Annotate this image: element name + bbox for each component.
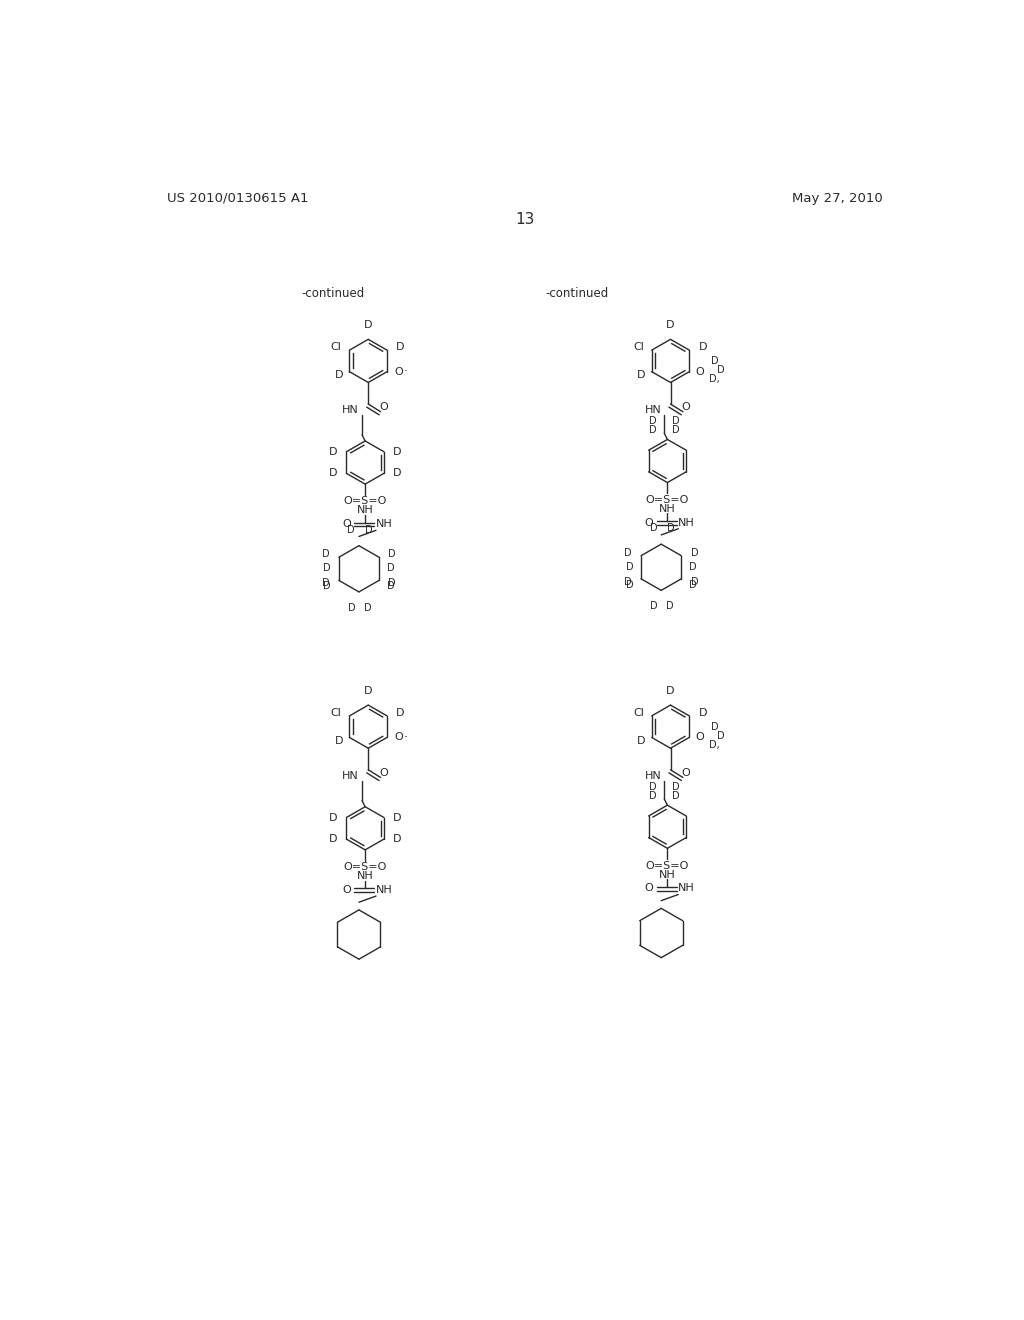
Text: D: D [329, 813, 337, 822]
Text: ·: · [404, 731, 409, 744]
Text: D: D [649, 781, 656, 792]
Text: D: D [324, 564, 331, 573]
Text: D: D [329, 446, 337, 457]
Text: NH: NH [678, 883, 695, 894]
Text: O: O [342, 884, 351, 895]
Text: D: D [626, 579, 633, 590]
Text: D: D [322, 578, 330, 589]
Text: D,: D, [710, 741, 720, 750]
Text: D: D [672, 416, 680, 426]
Text: D: D [672, 791, 680, 801]
Text: D: D [649, 416, 656, 426]
Text: D: D [668, 524, 675, 533]
Text: 13: 13 [515, 213, 535, 227]
Text: US 2010/0130615 A1: US 2010/0130615 A1 [167, 191, 308, 205]
Text: D: D [689, 579, 696, 590]
Text: O: O [379, 768, 388, 777]
Text: O: O [379, 403, 388, 412]
Text: D: D [637, 735, 645, 746]
Text: O=S=O: O=S=O [343, 496, 387, 507]
Text: Cl: Cl [331, 708, 342, 718]
Text: D: D [396, 342, 404, 352]
Text: D: D [672, 781, 680, 792]
Text: D: D [364, 603, 372, 612]
Text: D: D [348, 603, 356, 612]
Text: D: D [393, 469, 401, 478]
Text: O=S=O: O=S=O [646, 495, 689, 504]
Text: O: O [681, 768, 690, 777]
Text: D: D [690, 548, 698, 557]
Text: D: D [388, 578, 396, 589]
Text: D: D [324, 581, 331, 591]
Text: NH: NH [356, 871, 374, 880]
Text: D: D [322, 549, 330, 560]
Text: D: D [667, 686, 675, 696]
Text: D: D [667, 321, 675, 330]
Text: D: D [690, 577, 698, 587]
Text: D: D [649, 524, 657, 533]
Text: O: O [695, 367, 705, 376]
Text: NH: NH [678, 517, 695, 528]
Text: NH: NH [659, 870, 676, 879]
Text: D: D [387, 564, 394, 573]
Text: D: D [625, 577, 632, 587]
Text: D: D [672, 425, 680, 436]
Text: O: O [342, 519, 351, 529]
Text: D: D [364, 321, 373, 330]
Text: D: D [711, 356, 719, 366]
Text: NH: NH [659, 504, 676, 513]
Text: D: D [393, 834, 401, 843]
Text: D: D [649, 425, 656, 436]
Text: O: O [395, 367, 403, 376]
Text: D: D [329, 469, 337, 478]
Text: D: D [393, 813, 401, 822]
Text: D: D [387, 581, 394, 591]
Text: HN: HN [644, 405, 662, 416]
Text: NH: NH [376, 884, 393, 895]
Text: D: D [711, 722, 719, 731]
Text: NH: NH [376, 519, 393, 529]
Text: O: O [695, 733, 705, 742]
Text: D: D [637, 370, 645, 380]
Text: D: D [650, 601, 658, 611]
Text: May 27, 2010: May 27, 2010 [793, 191, 883, 205]
Text: -continued: -continued [546, 286, 609, 300]
Text: D: D [698, 342, 708, 352]
Text: Cl: Cl [633, 708, 644, 718]
Text: D: D [625, 548, 632, 557]
Text: ·: · [404, 366, 409, 379]
Text: D: D [626, 562, 633, 572]
Text: O=S=O: O=S=O [343, 862, 387, 873]
Text: Cl: Cl [331, 342, 342, 352]
Text: D: D [329, 834, 337, 843]
Text: D: D [388, 549, 396, 560]
Text: O=S=O: O=S=O [646, 861, 689, 871]
Text: Cl: Cl [633, 342, 644, 352]
Text: -continued: -continued [302, 286, 365, 300]
Text: D: D [717, 731, 725, 741]
Text: O: O [395, 733, 403, 742]
Text: D: D [649, 791, 656, 801]
Text: D: D [717, 366, 725, 375]
Text: D: D [396, 708, 404, 718]
Text: D: D [393, 446, 401, 457]
Text: D: D [364, 686, 373, 696]
Text: D: D [335, 735, 343, 746]
Text: D: D [698, 708, 708, 718]
Text: O: O [645, 517, 653, 528]
Text: D: D [666, 601, 674, 611]
Text: D: D [347, 525, 355, 535]
Text: HN: HN [644, 771, 662, 781]
Text: D: D [335, 370, 343, 380]
Text: HN: HN [342, 771, 359, 781]
Text: O: O [681, 403, 690, 412]
Text: HN: HN [342, 405, 359, 416]
Text: D,: D, [710, 375, 720, 384]
Text: D: D [366, 525, 373, 535]
Text: NH: NH [356, 506, 374, 515]
Text: O: O [645, 883, 653, 894]
Text: D: D [689, 562, 696, 572]
